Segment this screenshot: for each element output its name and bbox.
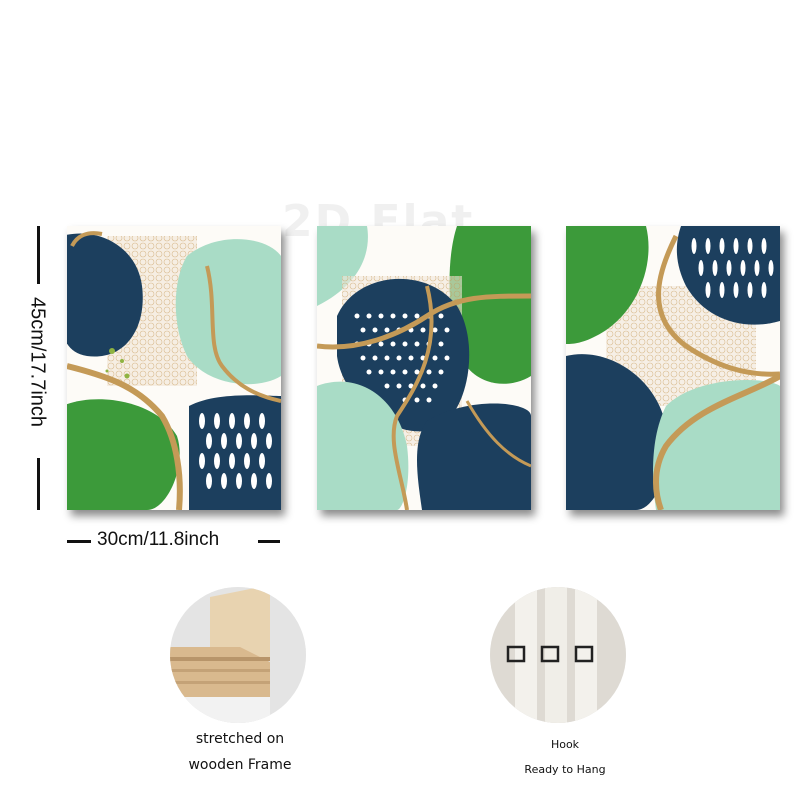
height-dimension-line-top [37,226,40,284]
canvas-panel-right [566,226,780,510]
hook-caption-line2: Ready to Hang [524,763,606,776]
height-dimension-line-bottom [37,458,40,510]
panel-right-artwork [566,226,780,510]
width-dimension-line-right [258,540,280,543]
width-dimension-line-left [67,540,91,543]
frame-caption-line1: stretched on [195,731,285,747]
canvas-panel-left [67,226,281,510]
canvas-panel-center [317,226,531,510]
hook-caption-line1: Hook [550,738,580,751]
wooden-frame-image [170,587,306,723]
height-dimension-label: 45cm/17.7inch [26,296,49,428]
panel-left-artwork [67,226,281,510]
wooden-frame-photo [170,587,306,723]
panel-center-artwork [317,226,531,510]
width-dimension-label: 30cm/11.8inch [97,529,220,550]
frame-caption-line2: wooden Frame [188,757,292,773]
hook-photo [490,587,626,723]
hook-image [490,587,626,723]
